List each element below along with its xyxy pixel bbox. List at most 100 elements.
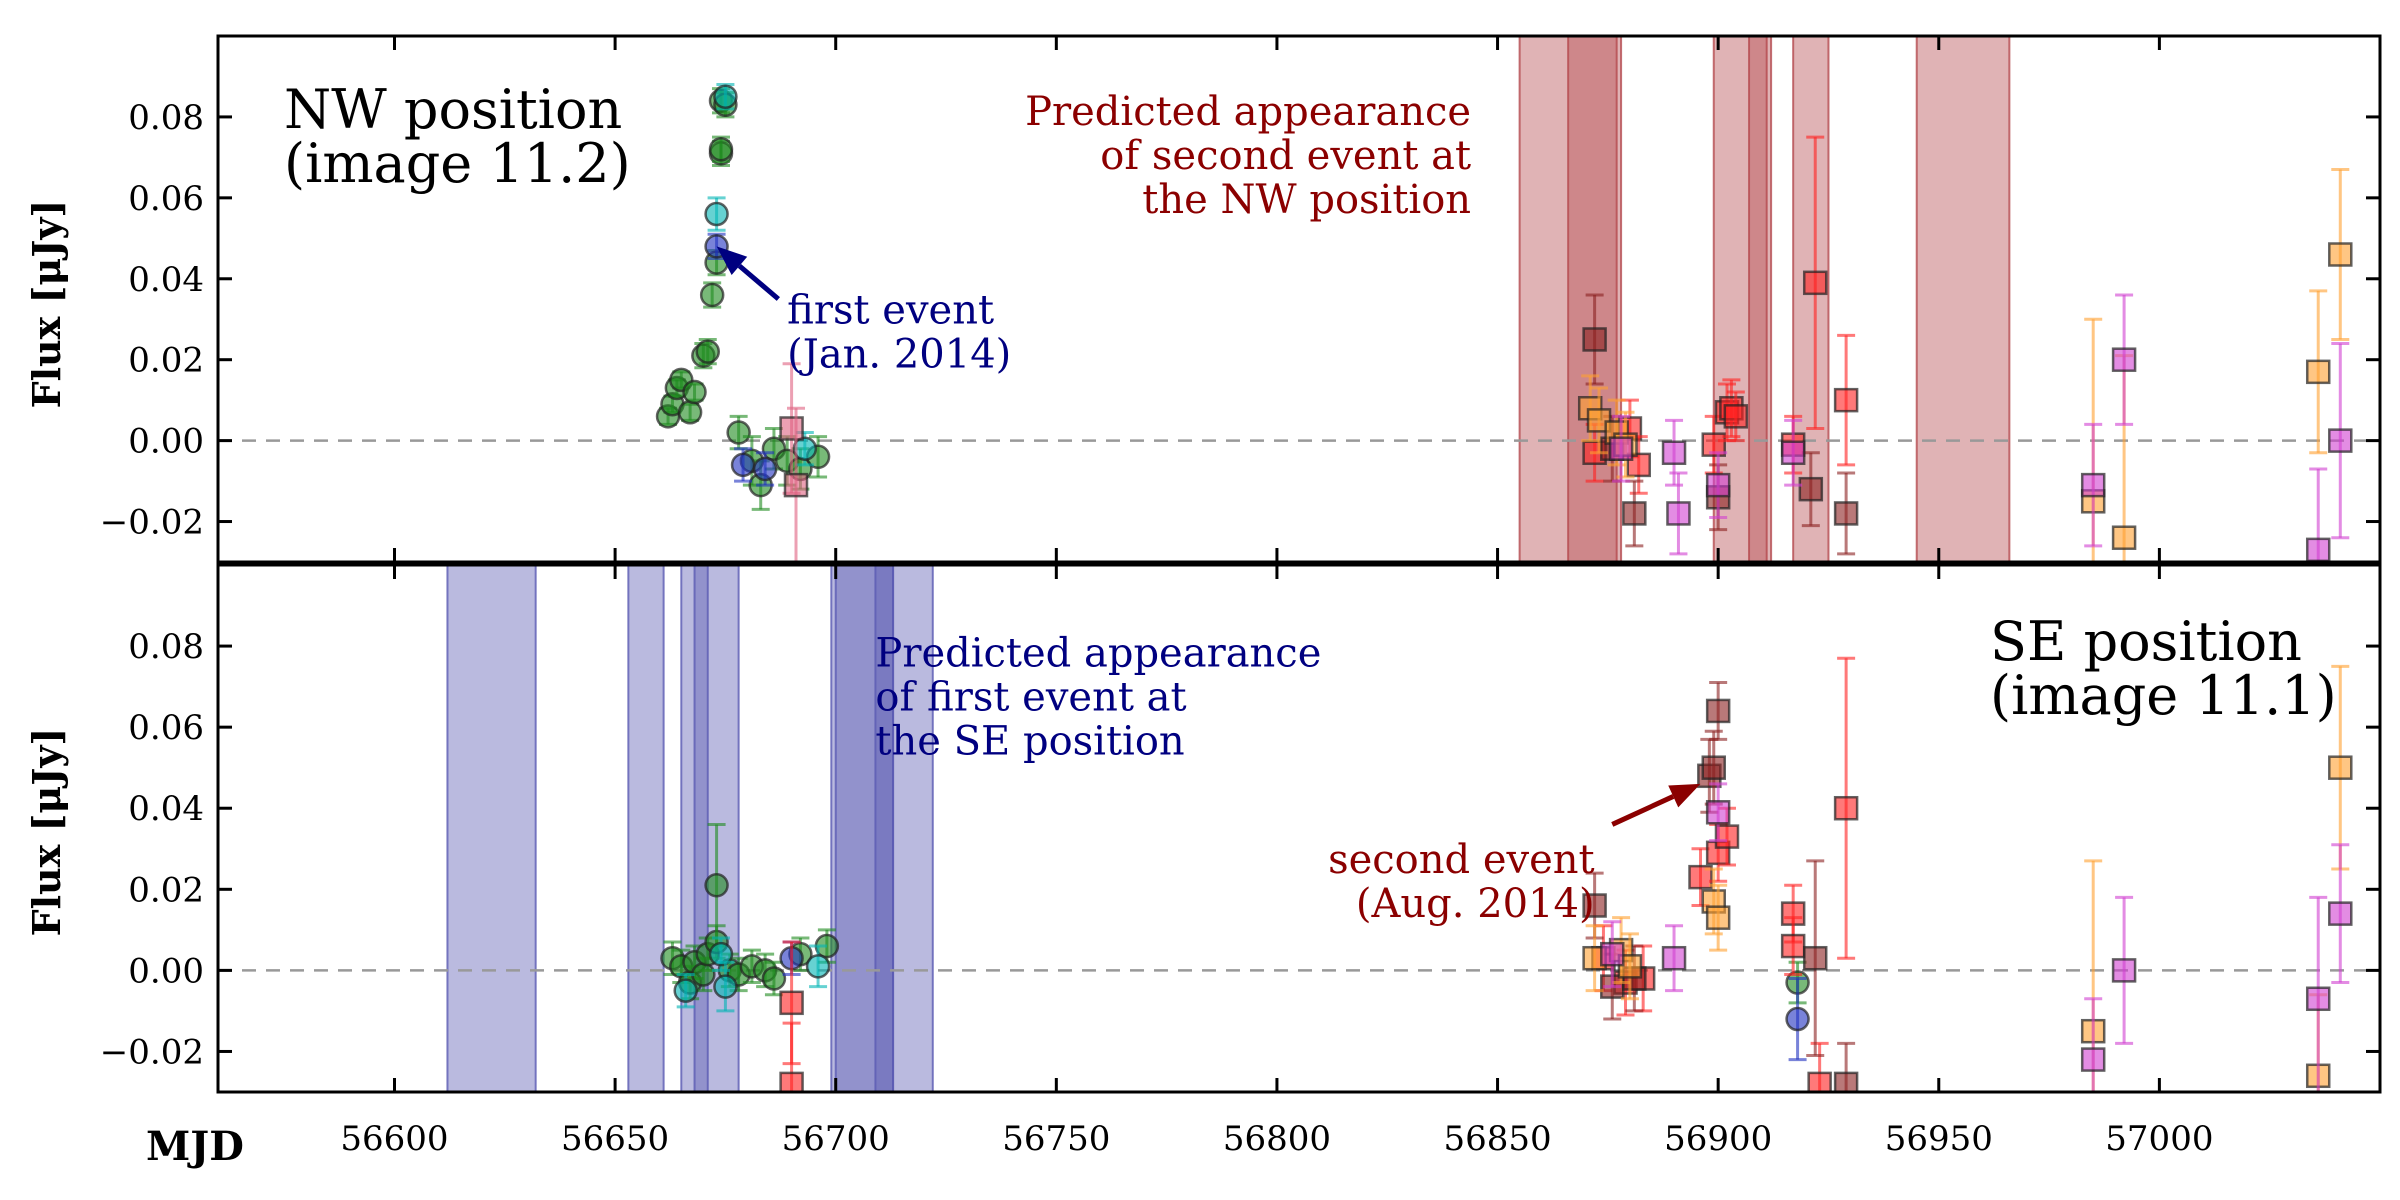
circle-marker [695, 339, 721, 364]
data-point [1600, 920, 1625, 989]
square-marker [779, 416, 804, 441]
x-tick-label: 56900 [1664, 1119, 1772, 1159]
annotation-arrow [1611, 794, 1675, 827]
square-marker [1608, 436, 1634, 461]
data-point [1723, 390, 1749, 443]
data-point [2305, 289, 2331, 455]
circle-marker [726, 420, 751, 445]
y-tick-label: 0.06 [128, 708, 204, 748]
square-marker [783, 472, 809, 498]
data-point [726, 414, 751, 451]
x-tick-label: 56650 [561, 1119, 669, 1159]
shaded-band [834, 565, 895, 1092]
data-point [761, 960, 787, 997]
data-point [1608, 414, 1634, 483]
data-point [1582, 871, 1607, 940]
annotation-text: Predicted appearance of first event at the… [875, 630, 1321, 764]
data-point [1622, 479, 1647, 548]
shaded-band [627, 565, 665, 1092]
data-point [2111, 293, 2137, 426]
square-marker [1661, 945, 1687, 971]
data-point [2305, 895, 2331, 1092]
data-point [669, 367, 694, 393]
data-point [1780, 916, 1806, 976]
data-point [1617, 932, 1643, 1001]
plot-area [218, 36, 2380, 562]
annotation-arrowhead [716, 246, 748, 275]
circle-marker [682, 379, 707, 405]
x-tick-label: 56800 [1223, 1119, 1331, 1159]
annotation: Predicted appearance of first event at the… [875, 630, 1321, 764]
data-point [708, 936, 734, 972]
square-marker [1600, 941, 1625, 967]
square-marker [2111, 958, 2137, 983]
square-marker [1582, 893, 1607, 918]
data-point [805, 944, 831, 989]
square-marker [2328, 755, 2353, 780]
annotation-text: Predicted appearance of second event at th… [1025, 89, 1471, 223]
square-marker [1705, 905, 1731, 930]
data-point [1802, 135, 1828, 430]
square-marker [2328, 242, 2353, 267]
square-marker [1780, 440, 1806, 466]
y-axis-label-top: Flux [μJy] [24, 200, 69, 409]
data-point [699, 281, 725, 309]
square-marker [779, 990, 804, 1016]
y-axis-label-bottom: Flux [μJy] [24, 728, 69, 937]
data-point [1701, 729, 1727, 806]
square-marker [1723, 404, 1749, 429]
data-point [2080, 997, 2106, 1092]
data-point [2080, 422, 2106, 548]
y-tick-label: 0.04 [128, 260, 204, 300]
square-marker [1582, 327, 1607, 352]
square-marker [2328, 901, 2353, 926]
data-point [730, 447, 756, 483]
data-point [779, 1021, 804, 1092]
circle-marker [752, 456, 778, 482]
x-tick-label: 56950 [1885, 1119, 1993, 1159]
data-point [1833, 333, 1859, 467]
circle-marker [708, 137, 734, 162]
data-point [704, 196, 729, 232]
square-marker [779, 1071, 804, 1092]
panel-se-position: 0.08 0.06 0.04 0.02 0.00 −0.02 56600 56650 56700… [100, 563, 2382, 1159]
axes-frame [216, 563, 2382, 1094]
y-tick-label: 0.02 [128, 341, 204, 381]
circle-marker [713, 974, 738, 999]
circle-marker [704, 873, 729, 898]
y-tick-label: 0.08 [128, 627, 204, 667]
data-point [713, 83, 738, 111]
data-point [1780, 418, 1806, 487]
y-tick-label: 0.00 [128, 422, 204, 462]
square-marker [1802, 270, 1828, 296]
data-point [1582, 293, 1607, 386]
data-point [2305, 467, 2331, 562]
square-marker [1833, 387, 1859, 413]
square-marker [1666, 501, 1691, 526]
square-marker [2080, 472, 2106, 498]
data-point [708, 135, 734, 163]
data-point [2111, 895, 2137, 1045]
data-point [1802, 859, 1828, 1058]
circle-marker [805, 954, 831, 979]
square-marker [2305, 537, 2331, 562]
circle-marker [677, 400, 703, 425]
square-marker [2328, 428, 2353, 453]
circle-marker [730, 452, 756, 478]
data-point [1705, 681, 1731, 741]
y-tick-label: −0.02 [100, 1032, 204, 1072]
square-marker [2111, 525, 2137, 550]
shaded-band [693, 565, 709, 1092]
plot-area [218, 565, 2380, 1092]
x-axis-label: MJD [146, 1123, 244, 1170]
circle-marker [691, 962, 716, 987]
square-marker [1807, 1071, 1832, 1092]
data-point [1661, 418, 1687, 487]
axes-frame [216, 34, 2382, 564]
square-marker [1833, 1071, 1859, 1092]
square-marker [1705, 698, 1731, 724]
data-point [2328, 664, 2353, 871]
square-marker [2305, 986, 2331, 1012]
shaded-band [680, 565, 740, 1092]
